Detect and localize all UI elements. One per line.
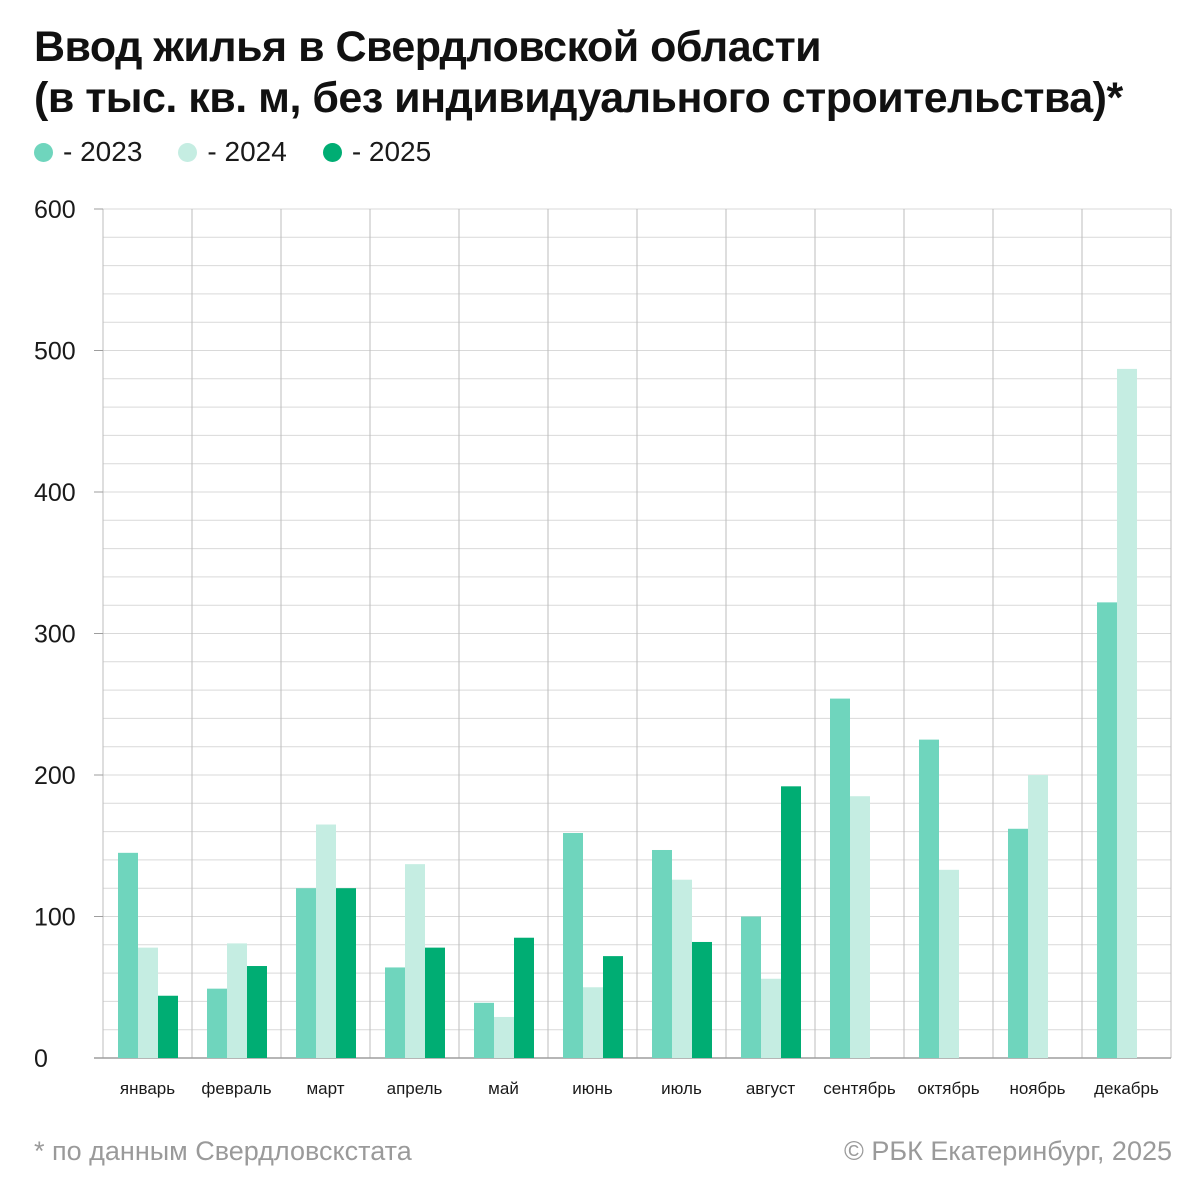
bar (494, 1016, 514, 1058)
legend-label: - 2024 (207, 136, 287, 167)
bar (850, 796, 870, 1058)
bar (652, 849, 672, 1058)
bar (138, 947, 158, 1058)
bar (227, 943, 247, 1058)
legend-dot-icon (34, 142, 53, 162)
y-tick-label: 500 (34, 338, 76, 366)
x-tick-label: ноябрь (1009, 1079, 1065, 1098)
legend-label: - 2025 (351, 136, 432, 167)
source-footnote: * по данным Свердловскстата (34, 1136, 412, 1166)
bar (158, 995, 178, 1058)
chart-title-line-2: (в тыс. кв. м, без индивидуального строи… (34, 74, 1123, 122)
bar (425, 947, 445, 1058)
bar (336, 888, 356, 1058)
x-tick-label: февраль (201, 1079, 271, 1098)
x-tick-label: июнь (572, 1079, 613, 1098)
chart-title: Ввод жилья в Свердловской области (в тыс… (34, 22, 1184, 124)
legend-item-2023: - 2023 (34, 136, 142, 168)
bar (692, 941, 712, 1058)
bar (247, 966, 267, 1058)
bar (207, 988, 227, 1058)
bar (830, 698, 850, 1058)
bar (474, 1002, 494, 1058)
bar (939, 869, 959, 1058)
bar (583, 987, 603, 1058)
bar (563, 833, 583, 1058)
legend-label: - 2023 (63, 136, 143, 167)
y-tick-label: 200 (34, 762, 76, 790)
bar (761, 978, 781, 1058)
x-tick-label: сентябрь (823, 1079, 896, 1098)
bar (405, 864, 425, 1058)
bar (603, 956, 623, 1058)
x-tick-label: май (488, 1079, 519, 1098)
bar (781, 786, 801, 1058)
x-tick-label: октябрь (917, 1079, 979, 1098)
y-tick-label: 0 (34, 1045, 48, 1073)
bar (919, 739, 939, 1058)
chart-title-line-1: Ввод жилья в Свердловской области (34, 23, 822, 71)
x-tick-label: апрель (387, 1079, 443, 1098)
chart-labels: 0 100 200 300 400 500 600 январь февраль март апре… (34, 196, 1159, 1098)
chart-grid (94, 208, 1172, 1059)
legend-dot-icon (178, 142, 198, 162)
bar (316, 824, 336, 1058)
bar (514, 937, 534, 1058)
bar (1117, 368, 1137, 1058)
bar (118, 852, 138, 1058)
bar (1097, 602, 1117, 1058)
x-tick-label: март (306, 1079, 344, 1098)
y-tick-label: 400 (34, 479, 76, 507)
legend-item-2025: - 2025 (322, 136, 432, 168)
legend-item-2024: - 2024 (178, 136, 287, 168)
bar (741, 916, 761, 1058)
x-tick-label: июль (661, 1079, 702, 1098)
bar (385, 967, 405, 1058)
bar (1028, 775, 1048, 1058)
chart-legend: - 2023 - 2024 - 2025 (34, 134, 467, 170)
y-tick-label: 100 (34, 904, 76, 932)
bar (672, 879, 692, 1058)
legend-dot-icon (322, 142, 342, 162)
x-tick-label: декабрь (1094, 1079, 1159, 1098)
x-tick-label: январь (120, 1079, 175, 1098)
bar (296, 888, 316, 1058)
bar (1008, 828, 1028, 1058)
y-tick-label: 600 (34, 196, 76, 224)
y-tick-label: 300 (34, 621, 76, 649)
copyright-credit: © РБК Екатеринбург, 2025 (844, 1136, 1172, 1166)
chart-bars (118, 368, 1137, 1058)
x-tick-label: август (746, 1079, 795, 1098)
